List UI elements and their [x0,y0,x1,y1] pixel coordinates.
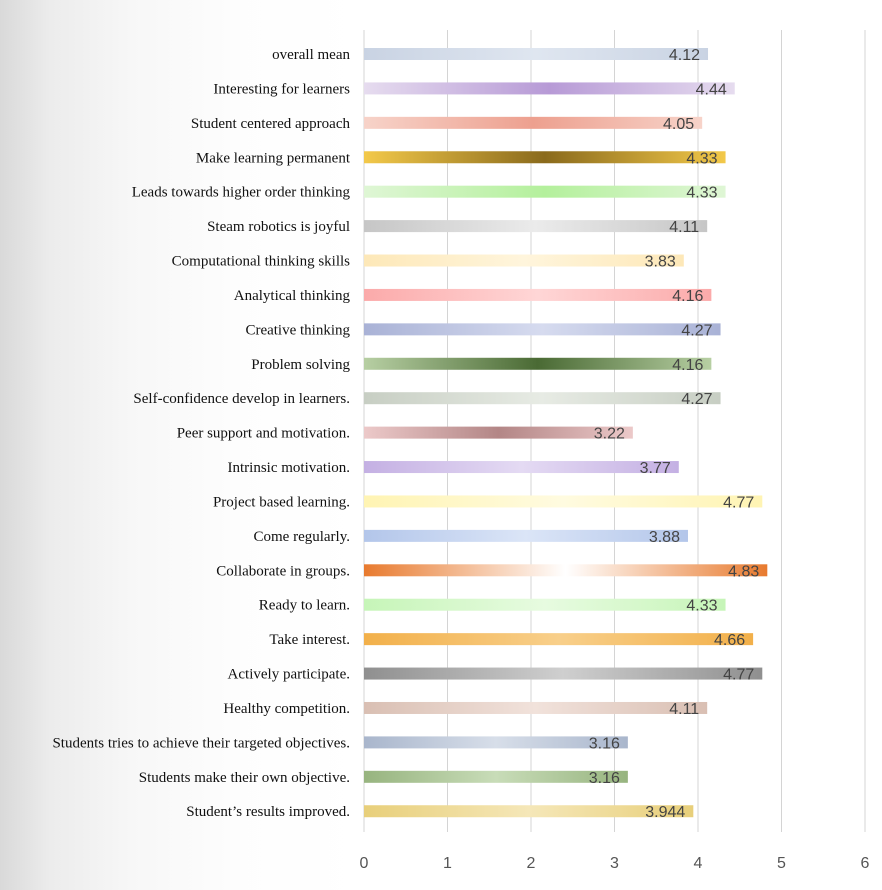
category-label: Student centered approach [191,116,351,132]
bar [364,598,726,611]
bar [364,82,735,95]
bar [364,48,709,60]
data-label: 3.77 [640,460,671,477]
category-label: Steam robotics is joyful [207,219,350,235]
category-label: Collaborate in groups. [216,563,350,579]
category-label: Ready to learn. [259,598,350,614]
category-label: Leads towards higher order thinking [132,185,351,201]
category-label: Come regularly. [254,529,351,545]
bar [364,564,768,577]
data-label: 4.11 [669,701,699,718]
category-label: Take interest. [269,632,350,648]
bar [364,736,628,749]
x-tick-label: 3 [610,855,619,872]
category-label: Students make their own objective. [139,770,350,786]
data-label: 4.12 [669,47,700,64]
bar [364,220,708,233]
bar [364,288,712,301]
category-label: Analytical thinking [234,288,351,304]
x-axis-ticks: 0 1 2 3 4 5 6 [360,855,870,872]
category-label: Project based learning. [213,494,350,510]
data-label: 3.88 [649,529,680,546]
bar [364,357,712,370]
category-labels: overall mean Interesting for learners Stud… [52,47,350,820]
category-label: Interesting for learners [213,81,350,97]
x-tick-label: 2 [527,855,536,872]
data-label: 3.944 [645,804,685,821]
data-label: 4.77 [723,494,754,511]
bar [364,254,684,267]
data-label: 4.33 [686,150,717,167]
bars [364,48,768,818]
data-label: 4.44 [696,81,727,98]
bar [364,116,703,129]
bar [364,426,633,439]
value-labels: 4.12 4.44 4.05 4.33 4.33 4.11 3.83 4.16 4.27 4.16… [589,47,760,821]
category-label: overall mean [272,47,350,63]
data-label: 3.16 [589,770,620,787]
data-label: 4.66 [714,632,745,649]
x-tick-label: 5 [777,855,786,872]
bar [364,770,628,783]
x-tick-label: 6 [861,855,870,872]
category-label: Self-confidence develop in learners. [133,391,350,407]
data-label: 4.33 [686,185,717,202]
data-label: 4.27 [681,322,712,339]
category-label: Computational thinking skills [172,254,351,270]
x-tick-label: 1 [443,855,452,872]
x-tick-label: 0 [360,855,369,872]
category-label: Intrinsic motivation. [228,460,350,476]
bar [364,392,721,405]
data-label: 4.11 [669,219,699,236]
data-label: 3.16 [589,735,620,752]
data-label: 4.33 [686,598,717,615]
bar [364,633,754,646]
bar [364,701,708,714]
data-label: 4.77 [723,667,754,684]
bar [364,805,694,818]
bar [364,151,726,164]
bar [364,667,763,680]
bar [364,323,721,336]
category-label: Creative thinking [245,322,350,338]
category-label: Students tries to achieve their targeted… [52,735,350,751]
category-label: Actively participate. [228,667,350,683]
category-label: Peer support and motivation. [177,426,350,442]
category-label: Make learning permanent [196,150,351,166]
data-label: 4.16 [672,357,703,374]
category-label: Healthy competition. [223,701,350,717]
data-label: 4.27 [681,391,712,408]
data-label: 4.05 [663,116,694,133]
data-label: 3.83 [645,254,676,271]
data-label: 4.83 [728,563,759,580]
bar [364,461,679,474]
bar [364,529,688,542]
data-label: 3.22 [594,426,625,443]
x-tick-label: 4 [694,855,703,872]
data-label: 4.16 [672,288,703,305]
bar [364,495,763,508]
category-label: Student’s results improved. [186,804,350,820]
bar [364,185,726,198]
category-label: Problem solving [251,357,350,373]
